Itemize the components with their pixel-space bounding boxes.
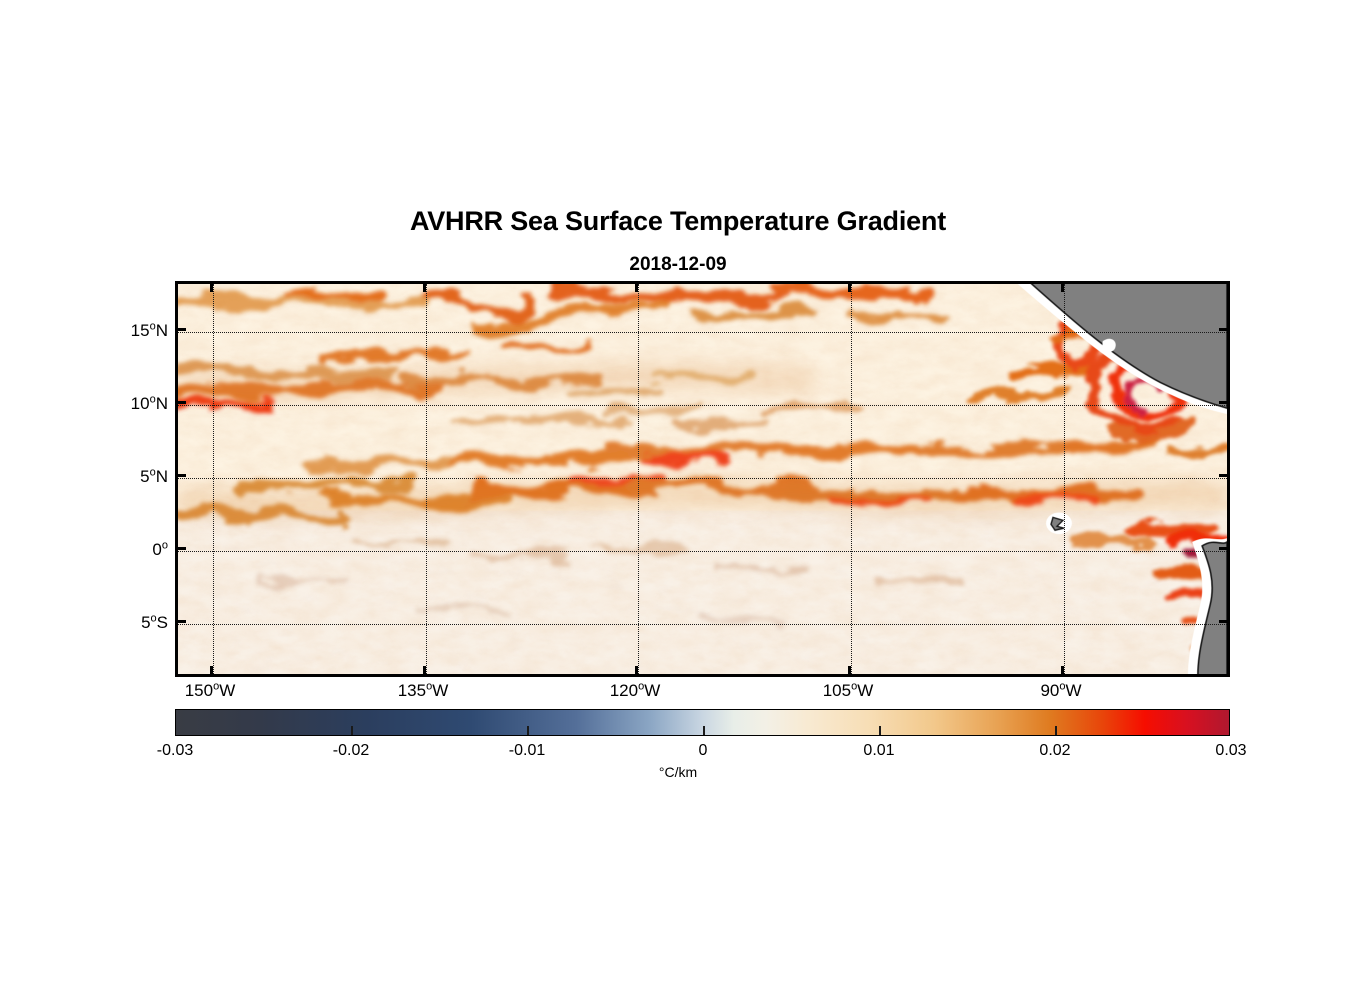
ytick-mark-right-15n: [1219, 328, 1230, 331]
cblabel--001: -0.01: [508, 742, 546, 759]
gridline-lon-150w: [213, 284, 214, 674]
map-plot-area[interactable]: [175, 281, 1230, 677]
ytick-mark-0: [175, 547, 186, 550]
ytick-mark-5s: [175, 620, 186, 623]
cbtick--001: [527, 726, 529, 735]
xtick-mark-135w: [423, 666, 426, 677]
xtick-mark-120w: [635, 666, 638, 677]
cbtick-002: [1055, 726, 1057, 735]
ytick-mark-15n: [175, 328, 186, 331]
gridline-lon-105w: [851, 284, 852, 674]
ytick-mark-right-5n: [1219, 474, 1230, 477]
xtick-label-90w: 90oW: [1040, 680, 1082, 700]
gridline-lon-135w: [426, 284, 427, 674]
xtick-label-150w: 150oW: [184, 680, 236, 700]
gridline-lat-5s: [178, 624, 1227, 625]
colorbar[interactable]: [175, 709, 1230, 736]
xtick-label-120w: 120oW: [609, 680, 661, 700]
land-central-america: [1017, 284, 1227, 414]
ytick-mark-right-0: [1219, 547, 1230, 550]
xtick-mark-top-120w: [635, 281, 638, 292]
ytick-label-0: 0o: [152, 539, 168, 559]
xtick-label-105w: 105oW: [822, 680, 874, 700]
gridline-lat-5n: [178, 478, 1227, 479]
ytick-label-10n: 10oN: [130, 393, 168, 413]
ytick-mark-5n: [175, 474, 186, 477]
cbtick-0: [703, 726, 705, 735]
ytick-label-5s: 5oS: [141, 612, 168, 632]
ytick-label-15n: 15oN: [130, 320, 168, 340]
xtick-mark-105w: [848, 666, 851, 677]
land-south-america: [1187, 538, 1227, 674]
xtick-mark-top-135w: [423, 281, 426, 292]
gridline-lat-10n: [178, 405, 1227, 406]
gridline-lon-90w: [1064, 284, 1065, 674]
colorbar-unit-label: °C/km: [658, 764, 698, 780]
cblabel--003: -0.03: [156, 742, 194, 759]
cblabel-002: 0.02: [1039, 742, 1071, 759]
ytick-mark-right-5s: [1219, 620, 1230, 623]
xtick-mark-150w: [210, 666, 213, 677]
cblabel-001: 0.01: [863, 742, 895, 759]
page-title: AVHRR Sea Surface Temperature Gradient: [409, 206, 947, 236]
ytick-mark-right-10n: [1219, 401, 1230, 404]
cblabel-0: 0: [698, 742, 708, 759]
xtick-mark-top-90w: [1061, 281, 1064, 292]
cbtick-001: [879, 726, 881, 735]
land-galapagos: [1046, 512, 1072, 535]
xtick-mark-90w: [1061, 666, 1064, 677]
figure-date-subtitle: 2018-12-09: [629, 254, 727, 275]
cbtick--002: [351, 726, 353, 735]
cblabel-003: 0.03: [1215, 742, 1247, 759]
xtick-mark-top-105w: [848, 281, 851, 292]
gridline-lon-120w: [638, 284, 639, 674]
ytick-mark-10n: [175, 401, 186, 404]
cblabel--002: -0.02: [332, 742, 370, 759]
xtick-mark-top-150w: [210, 281, 213, 292]
ytick-label-5n: 5oN: [140, 466, 168, 486]
sst-gradient-heatmap: [178, 284, 1227, 674]
gridline-lat-0: [178, 551, 1227, 552]
gridline-lat-15n: [178, 332, 1227, 333]
xtick-label-135w: 135oW: [397, 680, 449, 700]
